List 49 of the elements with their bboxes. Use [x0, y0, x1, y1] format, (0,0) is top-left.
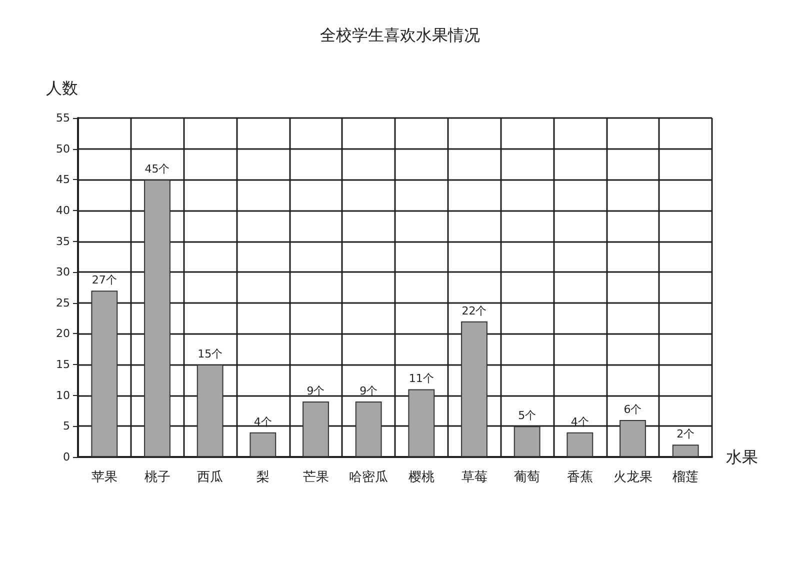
x-tick-label: 榴莲: [672, 470, 699, 485]
x-tick-label: 火龙果: [613, 470, 652, 485]
x-tick-label: 梨: [256, 470, 270, 485]
data-label: 6个: [624, 403, 642, 416]
x-tick-label: 樱桃: [408, 470, 434, 485]
y-tick-label: 5: [63, 420, 70, 433]
x-tick-label: 苹果: [91, 470, 118, 485]
chart-title: 全校学生喜欢水果情况: [320, 26, 480, 44]
y-tick-label: 15: [56, 358, 70, 372]
y-axis-title: 人数: [46, 78, 78, 98]
data-label: 45个: [144, 162, 170, 176]
data-label: 2个: [676, 428, 695, 441]
data-label: 11个: [408, 372, 434, 386]
bar: [144, 180, 170, 457]
x-tick-label: 桃子: [144, 470, 170, 485]
x-tick-label: 香蕉: [566, 470, 593, 485]
y-tick-label: 45: [56, 173, 70, 186]
y-tick-label: 40: [56, 204, 70, 217]
y-tick-label: 25: [56, 296, 70, 310]
x-tick-label: 哈密瓜: [349, 470, 388, 485]
x-tick-label: 西瓜: [197, 470, 224, 485]
bar: [250, 432, 276, 457]
bar: [672, 444, 699, 457]
y-tick-label: 20: [56, 327, 70, 340]
bar: [355, 402, 382, 457]
data-label: 27个: [92, 274, 117, 287]
data-label: 22个: [462, 304, 487, 318]
y-tick-label: 35: [56, 234, 70, 248]
y-tick-label: 0: [63, 450, 70, 464]
y-tick-label: 30: [56, 266, 70, 279]
bar: [91, 290, 118, 457]
y-tick-label: 10: [56, 388, 70, 402]
data-label: 9个: [360, 384, 378, 398]
data-label: 9个: [306, 384, 325, 398]
x-tick-label: 草莓: [461, 470, 488, 485]
x-axis-title: 水果: [726, 448, 758, 466]
bar: [408, 389, 435, 457]
y-tick-label: 50: [56, 142, 70, 156]
data-label: 15个: [198, 348, 223, 361]
bar: [514, 426, 540, 457]
bar: [461, 321, 488, 457]
data-label: 5个: [518, 409, 536, 422]
y-tick-label: 55: [56, 112, 70, 124]
x-tick-label: 葡萄: [514, 470, 540, 485]
bar: [196, 364, 224, 457]
x-tick-label: 芒果: [302, 470, 329, 485]
bar: [620, 420, 646, 457]
bar: [302, 402, 329, 457]
bar: [566, 432, 594, 457]
